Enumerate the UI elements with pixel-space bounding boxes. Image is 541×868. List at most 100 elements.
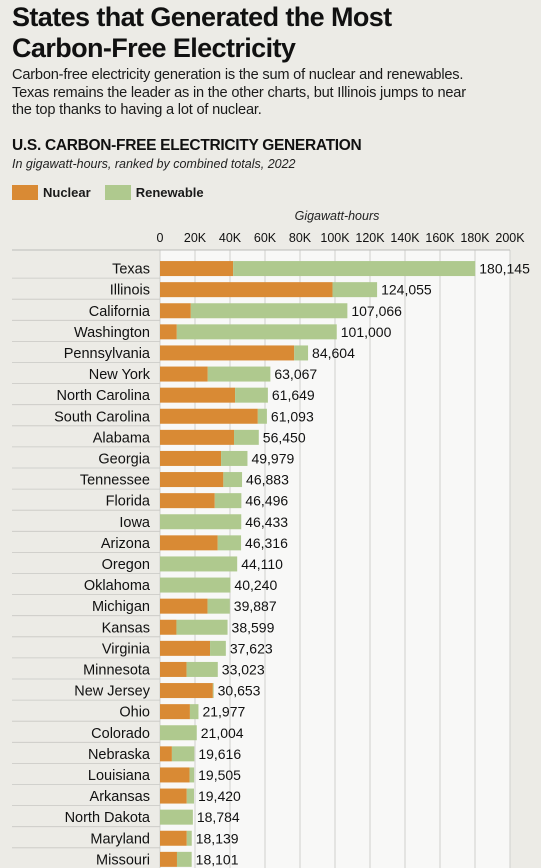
bar-renewable-24 bbox=[189, 767, 195, 783]
category-label-0: Texas bbox=[112, 262, 150, 278]
bar-nuclear-21 bbox=[160, 704, 190, 720]
total-label-28: 18,101 bbox=[196, 851, 239, 867]
bar-nuclear-18 bbox=[160, 640, 211, 656]
total-label-5: 63,067 bbox=[274, 366, 317, 382]
total-label-4: 84,604 bbox=[312, 345, 355, 361]
x-tick-label-1: 20K bbox=[184, 231, 207, 245]
bar-renewable-18 bbox=[210, 640, 226, 656]
headline-line-1: States that Generated the Most bbox=[12, 2, 392, 32]
headline-line-2: Carbon-Free Electricity bbox=[12, 33, 296, 63]
x-tick-label-0: 0 bbox=[157, 231, 164, 245]
legend: Nuclear Renewable bbox=[12, 185, 218, 200]
x-tick-label-8: 160K bbox=[425, 231, 455, 245]
bar-renewable-27 bbox=[186, 830, 192, 846]
category-label-2: California bbox=[89, 304, 151, 320]
legend-swatch-nuclear bbox=[12, 185, 38, 200]
legend-label-renewable: Renewable bbox=[135, 185, 204, 200]
bar-nuclear-25 bbox=[160, 788, 187, 804]
bar-nuclear-4 bbox=[160, 345, 295, 361]
x-tick-label-4: 80K bbox=[289, 231, 312, 245]
total-label-19: 33,023 bbox=[222, 661, 265, 677]
category-label-21: Ohio bbox=[119, 705, 150, 721]
total-label-23: 19,616 bbox=[198, 746, 241, 762]
bar-renewable-23 bbox=[171, 746, 195, 762]
bar-renewable-1 bbox=[332, 282, 378, 298]
category-label-14: Oregon bbox=[102, 557, 150, 573]
bar-renewable-28 bbox=[176, 851, 192, 867]
total-label-24: 19,505 bbox=[198, 767, 241, 783]
total-label-26: 18,784 bbox=[197, 809, 240, 825]
total-label-8: 56,450 bbox=[263, 429, 306, 445]
category-label-26: North Dakota bbox=[65, 810, 151, 826]
bar-renewable-11 bbox=[214, 493, 242, 509]
legend-item-nuclear: Nuclear bbox=[12, 185, 91, 200]
bar-nuclear-6 bbox=[160, 387, 236, 403]
bar-nuclear-9 bbox=[160, 450, 222, 466]
bar-renewable-14 bbox=[160, 556, 238, 572]
bar-renewable-2 bbox=[190, 303, 348, 319]
category-label-22: Colorado bbox=[91, 726, 150, 742]
x-tick-label-9: 180K bbox=[460, 231, 490, 245]
bar-nuclear-28 bbox=[160, 851, 177, 867]
bar-nuclear-13 bbox=[160, 535, 218, 551]
x-tick-label-10: 200K bbox=[495, 231, 525, 245]
description: Carbon-free electricity generation is th… bbox=[12, 67, 532, 120]
bar-renewable-25 bbox=[186, 788, 194, 804]
x-axis-title: Gigawatt-hours bbox=[295, 209, 380, 223]
category-label-24: Louisiana bbox=[88, 768, 151, 784]
bar-renewable-22 bbox=[160, 725, 197, 741]
description-line-1: Carbon-free electricity generation is th… bbox=[12, 67, 464, 83]
category-label-13: Arizona bbox=[101, 536, 151, 552]
category-label-6: North Carolina bbox=[57, 388, 151, 404]
bar-nuclear-23 bbox=[160, 746, 172, 762]
bar-nuclear-19 bbox=[160, 661, 187, 677]
legend-label-nuclear: Nuclear bbox=[43, 185, 91, 200]
bar-nuclear-8 bbox=[160, 429, 235, 445]
total-label-20: 30,653 bbox=[218, 683, 261, 699]
category-label-7: South Carolina bbox=[54, 409, 151, 425]
x-tick-label-7: 140K bbox=[390, 231, 420, 245]
category-label-15: Oklahoma bbox=[84, 578, 151, 594]
total-label-21: 21,977 bbox=[202, 704, 245, 720]
bar-nuclear-11 bbox=[160, 493, 215, 509]
total-label-12: 46,433 bbox=[245, 514, 288, 530]
chart-subtitle: In gigawatt-hours, ranked by combined to… bbox=[12, 157, 296, 171]
total-label-2: 107,066 bbox=[351, 303, 402, 319]
category-label-8: Alabama bbox=[93, 430, 151, 446]
bar-renewable-10 bbox=[223, 472, 243, 488]
bar-renewable-8 bbox=[234, 429, 259, 445]
total-label-3: 101,000 bbox=[341, 324, 392, 340]
total-label-27: 18,139 bbox=[196, 830, 239, 846]
category-label-3: Washington bbox=[74, 325, 150, 341]
bar-nuclear-1 bbox=[160, 282, 333, 298]
bar-nuclear-24 bbox=[160, 767, 190, 783]
chart-title: U.S. CARBON-FREE ELECTRICITY GENERATION bbox=[12, 137, 362, 154]
bar-renewable-3 bbox=[176, 324, 337, 340]
category-label-28: Missouri bbox=[96, 852, 150, 868]
bar-renewable-7 bbox=[257, 408, 267, 424]
category-label-4: Pennsylvania bbox=[64, 346, 151, 362]
bar-nuclear-7 bbox=[160, 408, 258, 424]
description-line-2: Texas remains the leader as in the other… bbox=[12, 84, 466, 101]
category-label-10: Tennessee bbox=[80, 473, 150, 489]
bar-nuclear-0 bbox=[160, 261, 234, 277]
category-label-27: Maryland bbox=[90, 831, 150, 847]
total-label-0: 180,145 bbox=[479, 261, 530, 277]
bar-nuclear-27 bbox=[160, 830, 187, 846]
bar-nuclear-3 bbox=[160, 324, 177, 340]
bar-renewable-9 bbox=[221, 450, 248, 466]
total-label-7: 61,093 bbox=[271, 408, 314, 424]
x-tick-label-6: 120K bbox=[355, 231, 385, 245]
total-label-25: 19,420 bbox=[198, 788, 241, 804]
bar-renewable-12 bbox=[160, 514, 242, 530]
total-label-15: 40,240 bbox=[234, 577, 277, 593]
bar-renewable-20 bbox=[212, 683, 214, 699]
total-label-14: 44,110 bbox=[241, 556, 283, 572]
bar-nuclear-5 bbox=[160, 366, 208, 382]
bar-renewable-4 bbox=[294, 345, 309, 361]
total-label-16: 39,887 bbox=[234, 598, 277, 614]
category-label-5: New York bbox=[89, 367, 151, 383]
total-label-11: 46,496 bbox=[245, 493, 288, 509]
bar-renewable-6 bbox=[235, 387, 268, 403]
